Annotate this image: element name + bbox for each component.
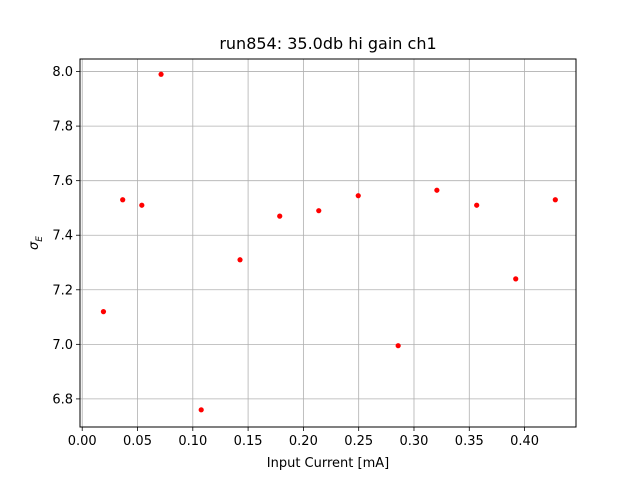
y-axis-ticks: 6.8 7.0 7.2 7.4 7.6 7.8 8.0 [52,65,80,407]
y-tick-label: 7.8 [52,120,73,135]
x-tick-label: 0.35 [455,434,484,449]
data-point [434,187,440,193]
data-point [552,197,558,203]
y-axis-label-base: σ [27,241,42,250]
y-tick-label: 8.0 [52,65,73,80]
data-point [474,202,480,208]
y-tick-label: 7.0 [52,338,73,353]
data-point [198,407,204,413]
x-tick-label: 0.15 [234,434,263,449]
y-axis-label-subscript: E [35,236,45,242]
y-tick-label: 7.6 [52,174,73,189]
grid-lines [80,59,576,427]
data-point [100,309,107,315]
y-tick-label: 7.4 [52,229,73,244]
x-tick-label: 0.40 [510,434,539,449]
x-axis-ticks: 0.00 0.05 0.10 0.15 0.20 0.25 0.30 0.35 0.40 [68,427,539,449]
data-point [158,71,164,77]
x-tick-label: 0.25 [344,434,373,449]
y-axis-label: σE [27,236,45,250]
data-point [395,343,401,349]
data-point [513,276,519,282]
chart-title: run854: 35.0db hi gain ch1 [219,34,436,53]
x-tick-label: 0.30 [400,434,429,449]
y-tick-label: 6.8 [52,392,73,407]
plot-area-frame [79,58,577,428]
data-point [277,213,283,219]
x-axis-label: Input Current [mA] [267,456,389,471]
data-point [355,193,361,199]
data-points [100,71,558,413]
data-point [139,202,145,208]
x-tick-label: 0.20 [289,434,318,449]
data-point [237,257,243,263]
data-point [316,208,322,214]
x-tick-label: 0.10 [178,434,207,449]
x-tick-label: 0.00 [68,434,97,449]
y-tick-label: 7.2 [52,283,73,298]
x-tick-label: 0.05 [123,434,152,449]
data-point [120,197,126,203]
